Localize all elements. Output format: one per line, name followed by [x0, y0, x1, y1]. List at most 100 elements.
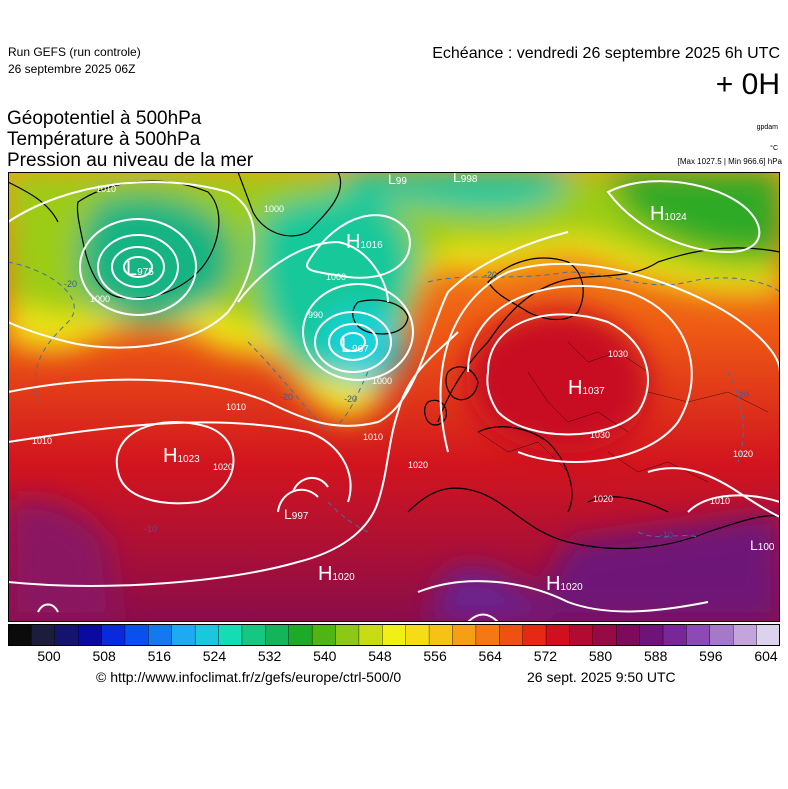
pressure-center-high: H1024 — [650, 203, 687, 225]
isobar-label: 1030 — [590, 430, 610, 440]
color-scale-cell — [499, 624, 524, 646]
color-scale-tick-label: 500 — [37, 648, 61, 664]
isobar-label: 1000 — [372, 376, 392, 386]
weather-map: L975 H1016 L99 L998 L967 H1037 H1023 L99… — [8, 172, 780, 622]
isotherm-label: -20 — [64, 279, 77, 289]
lead-time: + 0H — [715, 68, 780, 101]
color-scale-tick-label: 572 — [533, 648, 558, 664]
color-scale-cell — [241, 624, 267, 646]
unit-temperature: °C — [770, 145, 778, 152]
isobar-label: 1000 — [90, 294, 110, 304]
color-scale-tick-label: 508 — [92, 648, 116, 664]
unit-geopotential: gpdam — [756, 124, 778, 131]
isobar-label: 1020 — [408, 460, 428, 470]
isobar-label: 1010 — [32, 436, 52, 446]
color-scale-tick-label: 532 — [257, 648, 282, 664]
variable-temperature: Température à 500hPa — [7, 129, 201, 150]
color-scale-cell — [616, 624, 641, 646]
variable-pressure: Pression au niveau de la mer — [7, 150, 254, 171]
color-scale-tick-label: 556 — [423, 648, 447, 664]
isotherm-label: -20 — [484, 270, 497, 280]
color-scale-tick-label: 540 — [313, 648, 337, 664]
pressure-center-high: H1020 — [318, 563, 355, 585]
isobar-label: 1020 — [733, 449, 753, 459]
color-scale-cell — [265, 624, 290, 646]
isotherm-label: -20 — [280, 392, 293, 402]
color-scale-cell — [522, 624, 547, 646]
pressure-center-low: L975 — [126, 258, 154, 280]
color-scale-cell — [662, 624, 688, 646]
pressure-centers: L975 H1016 L99 L998 L967 H1037 H1023 L99… — [126, 172, 775, 595]
color-scale-cell — [545, 624, 571, 646]
isobar-label: 1010 — [226, 402, 246, 412]
pressure-center-low: L997 — [284, 506, 309, 522]
isotherm-labels: -20 -20 -20 -20 -10 -10 -20 — [64, 270, 749, 540]
color-scale-tick-label: 524 — [202, 648, 227, 664]
color-scale-cell — [101, 624, 126, 646]
color-scale-cell — [733, 624, 758, 646]
isobar-label: 1010 — [363, 432, 383, 442]
isotherm-label: -20 — [736, 390, 749, 400]
isobar-label: 1000 — [326, 272, 346, 282]
pressure-center-high: H1037 — [568, 377, 605, 399]
color-scale-cell — [405, 624, 430, 646]
color-scale-cell — [8, 624, 33, 646]
color-scale — [8, 624, 780, 646]
run-name: Run GEFS (run controle) — [8, 45, 141, 59]
pressure-extremes: [Max 1027.5 | Min 966.6] hPa — [677, 157, 782, 166]
pressure-center-high: H1023 — [163, 445, 200, 467]
color-scale-tick-label: 564 — [478, 648, 502, 664]
color-scale-cell — [686, 624, 711, 646]
color-scale-cell — [194, 624, 220, 646]
pressure-center-low: L998 — [453, 172, 478, 185]
color-scale-tick-label: 604 — [754, 648, 778, 664]
color-scale-tick-label: 548 — [368, 648, 392, 664]
generation-timestamp: 26 sept. 2025 9:50 UTC — [527, 669, 676, 685]
forecast-valid-time: Echéance : vendredi 26 septembre 2025 6h… — [432, 45, 780, 62]
color-scale-cell — [475, 624, 500, 646]
isobar-label: 1010 — [710, 496, 730, 506]
color-scale-cell — [124, 624, 150, 646]
isobar-label: 1000 — [264, 204, 284, 214]
color-scale-cell — [592, 624, 617, 646]
isotherm-label: -10 — [660, 530, 673, 540]
color-scale-tick-label: 596 — [699, 648, 723, 664]
color-scale-cell — [148, 624, 173, 646]
isobar-label: 1020 — [213, 462, 233, 472]
isobar-labels: 1010 1010 1010 1000 1000 990 1000 1010 1… — [32, 184, 753, 506]
isobar-label: 1020 — [593, 494, 613, 504]
run-date: 26 septembre 2025 06Z — [8, 62, 136, 76]
color-scale-cell — [428, 624, 454, 646]
color-scale-cell — [452, 624, 477, 646]
color-scale-cell — [756, 624, 780, 646]
color-scale-cell — [335, 624, 360, 646]
color-scale-cell — [218, 624, 243, 646]
color-scale-cell — [54, 624, 79, 646]
color-scale-cell — [382, 624, 407, 646]
isotherm-label: -10 — [144, 524, 157, 534]
color-scale-cell — [709, 624, 734, 646]
borders — [477, 341, 769, 483]
color-scale-labels: 500 508 516 524 532 540 548 556 564 572 580 588 596 6… — [0, 648, 788, 668]
color-scale-cell — [311, 624, 337, 646]
isobar-label: 990 — [308, 310, 323, 320]
source-credit[interactable]: © http://www.infoclimat.fr/z/gefs/europe… — [96, 669, 402, 685]
color-scale-tick-label: 516 — [147, 648, 171, 664]
isobar-label: 1010 — [96, 184, 116, 194]
color-scale-cell — [31, 624, 56, 646]
color-scale-tick-label: 580 — [588, 648, 613, 664]
color-scale-cell — [288, 624, 313, 646]
color-scale-cell — [77, 624, 103, 646]
isotherm-label: -20 — [344, 394, 357, 404]
isobar-label: 1030 — [608, 349, 628, 359]
color-scale-cell — [358, 624, 384, 646]
pressure-center-high: H1020 — [546, 573, 583, 595]
color-scale-cell — [569, 624, 594, 646]
color-scale-tick-label: 588 — [644, 648, 668, 664]
pressure-center-low: L100 — [750, 537, 775, 553]
pressure-center-high: H1016 — [346, 231, 383, 253]
isotherms — [8, 261, 780, 538]
pressure-center-low: L99 — [388, 172, 407, 187]
color-scale-cell — [639, 624, 664, 646]
isobars — [8, 180, 780, 622]
